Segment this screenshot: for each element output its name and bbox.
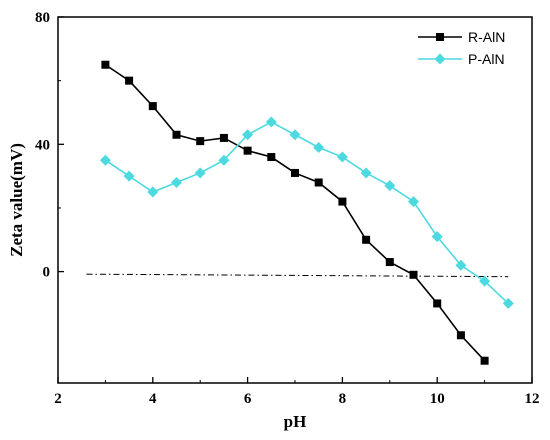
- data-point-p-aln: [455, 259, 467, 271]
- data-point-r-aln: [243, 146, 252, 155]
- y-tick-label: 80: [35, 10, 50, 26]
- series-line-p-aln: [104, 121, 509, 305]
- series-p-aln: [99, 116, 514, 309]
- legend-label: R-AlN: [468, 29, 505, 45]
- data-point-p-aln: [194, 167, 206, 179]
- legend-marker: [436, 33, 444, 41]
- data-point-r-aln: [148, 102, 157, 111]
- plot-border: [57, 16, 533, 384]
- x-tick-label: 12: [525, 391, 540, 407]
- x-tick-label: 10: [430, 391, 445, 407]
- data-point-p-aln: [360, 167, 372, 179]
- y-axis-title: Zeta value(mV): [7, 143, 26, 257]
- data-point-p-aln: [479, 275, 491, 287]
- data-point-r-aln: [385, 258, 394, 267]
- x-tick-label: 8: [339, 391, 347, 407]
- legend-item-p-aln: P-AlN: [418, 51, 505, 67]
- data-point-p-aln: [408, 196, 419, 208]
- x-tick-label: 2: [54, 391, 62, 407]
- data-point-p-aln: [431, 231, 443, 243]
- series-r-aln: [101, 60, 489, 365]
- legend-marker: [434, 53, 446, 65]
- ticks-layer: 2 4 6 8 10 12 0 40 80: [35, 10, 540, 407]
- y-tick-label: 0: [43, 265, 51, 281]
- data-point-r-aln: [267, 153, 276, 162]
- data-point-r-aln: [480, 356, 489, 365]
- x-tick-label: 4: [149, 391, 157, 407]
- data-point-p-aln: [336, 151, 348, 163]
- data-point-r-aln: [291, 168, 299, 177]
- legend-label: P-AlN: [468, 51, 505, 67]
- data-point-r-aln: [125, 76, 134, 85]
- series-line-r-aln: [104, 64, 486, 362]
- data-point-r-aln: [101, 60, 110, 69]
- data-point-p-aln: [99, 154, 111, 166]
- data-point-p-aln: [123, 170, 135, 182]
- reference-line: [86, 273, 509, 278]
- reference-line-layer: [86, 273, 509, 278]
- data-point-p-aln: [171, 176, 182, 188]
- x-tick-label: 6: [244, 391, 252, 407]
- x-axis-title: pH: [284, 412, 307, 431]
- data-point-p-aln: [384, 180, 396, 192]
- data-point-r-aln: [456, 331, 465, 340]
- data-point-p-aln: [265, 116, 277, 128]
- data-point-r-aln: [338, 197, 347, 206]
- plot-frame: [57, 16, 533, 384]
- legend: R-AlN P-AlN: [418, 29, 505, 67]
- data-point-p-aln: [502, 297, 514, 309]
- data-point-r-aln: [172, 130, 181, 139]
- data-point-p-aln: [242, 129, 254, 141]
- data-point-p-aln: [313, 141, 325, 153]
- data-point-r-aln: [433, 299, 442, 308]
- data-point-p-aln: [218, 154, 230, 166]
- data-point-r-aln: [314, 178, 323, 187]
- data-point-r-aln: [219, 133, 228, 142]
- data-point-r-aln: [362, 235, 371, 244]
- data-point-r-aln: [409, 270, 418, 279]
- data-point-p-aln: [147, 186, 159, 198]
- legend-item-r-aln: R-AlN: [418, 29, 505, 45]
- y-tick-label: 40: [35, 137, 50, 153]
- data-point-p-aln: [289, 129, 301, 141]
- data-point-r-aln: [196, 137, 205, 146]
- series-layer: [99, 60, 514, 365]
